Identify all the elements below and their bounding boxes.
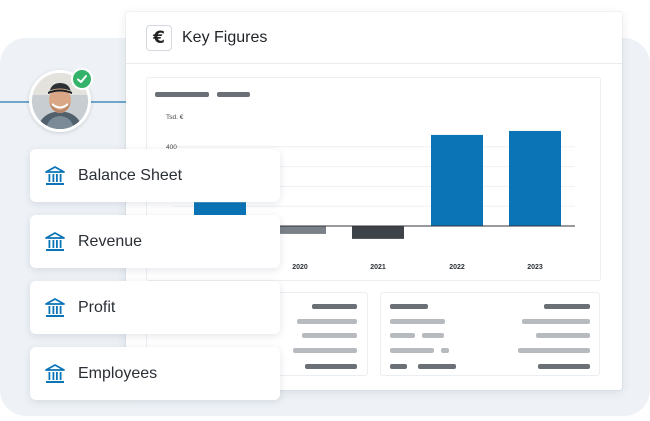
user-avatar-group[interactable] <box>29 68 93 132</box>
summary-panel-right <box>380 292 600 376</box>
placeholder-line <box>390 364 407 369</box>
placeholder-line <box>422 333 444 338</box>
bar-2020 <box>274 226 326 234</box>
bar-2021 <box>352 226 404 239</box>
menu-item-employees[interactable]: Employees <box>30 347 280 400</box>
menu-item-label: Revenue <box>78 232 143 250</box>
x-tick-label: 2021 <box>370 264 386 271</box>
menu-item-label: Employees <box>78 364 158 382</box>
bank-icon <box>45 231 65 251</box>
placeholder-line <box>297 319 357 324</box>
placeholder-line <box>312 304 357 309</box>
x-tick-label: 2023 <box>527 264 543 271</box>
x-tick-label: 2022 <box>449 264 465 271</box>
x-tick-label: 2020 <box>292 264 308 271</box>
card-header: € Key Figures <box>126 12 622 64</box>
y-unit-label: Tsd. € <box>166 114 184 121</box>
card-title: Key Figures <box>182 28 268 46</box>
placeholder-line <box>293 348 357 353</box>
menu-item-label: Profit <box>78 298 116 316</box>
bank-icon <box>45 297 65 317</box>
euro-icon: € <box>146 24 172 51</box>
bar-chart: Tsd. € 400 2020 2021 2022 2023 <box>155 92 575 271</box>
placeholder-line <box>538 364 590 369</box>
placeholder-line <box>522 319 590 324</box>
bank-icon <box>45 363 65 383</box>
placeholder-line <box>441 348 449 353</box>
verified-badge <box>71 68 93 90</box>
placeholder-line <box>390 333 415 338</box>
placeholder-line <box>390 348 434 353</box>
placeholder-line <box>390 319 445 324</box>
placeholder-line <box>302 333 357 338</box>
menu-item-revenue[interactable]: Revenue <box>30 215 280 268</box>
placeholder-line <box>305 364 357 369</box>
menu-item-profit[interactable]: Profit <box>30 281 280 334</box>
y-tick-label: 400 <box>166 144 177 151</box>
check-icon <box>77 75 87 83</box>
legend-placeholder <box>155 92 209 97</box>
bank-icon <box>45 165 65 185</box>
menu-item-label: Balance Sheet <box>78 166 183 184</box>
bar-2023 <box>509 130 561 226</box>
bar-2022 <box>431 134 483 226</box>
placeholder-line <box>518 348 590 353</box>
legend-placeholder <box>217 92 250 97</box>
placeholder-line <box>418 364 456 369</box>
menu-item-balance-sheet[interactable]: Balance Sheet <box>30 149 280 202</box>
placeholder-line <box>536 333 590 338</box>
placeholder-line <box>544 304 590 309</box>
placeholder-line <box>390 304 428 309</box>
